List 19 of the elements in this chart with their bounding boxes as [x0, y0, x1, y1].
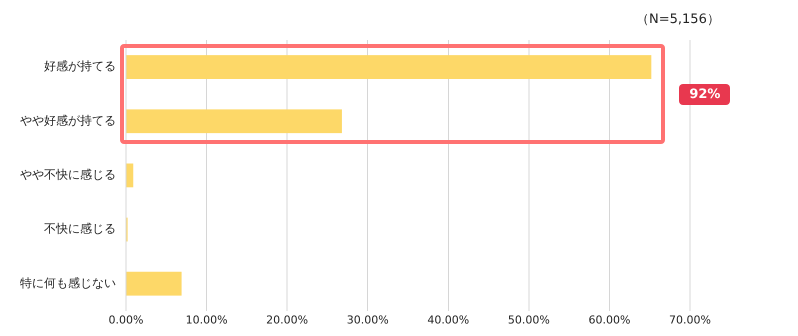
x-tick-label: 20.00%: [266, 313, 308, 326]
x-tick-label: 60.00%: [588, 313, 630, 326]
text: （N=5,156）: [636, 11, 720, 28]
x-tick-label: 30.00%: [346, 313, 389, 326]
x-tick-label: 50.00%: [508, 313, 550, 326]
y-tick-label: やや不快に感じる: [20, 168, 116, 182]
bar: [126, 109, 342, 134]
y-tick-label: やや好感が持てる: [20, 113, 116, 128]
y-tick-label: 好感が持てる: [44, 59, 116, 74]
y-tick-label: 不快に感じる: [44, 222, 116, 236]
x-tick-label: 40.00%: [427, 313, 470, 326]
x-tick-label: 10.00%: [186, 313, 228, 326]
y-tick-label: 特に何も感じない: [20, 276, 116, 290]
annotation: 92%: [679, 84, 730, 105]
x-tick-label: 70.00%: [669, 313, 711, 326]
x-tick-label: 0.00%: [108, 313, 144, 326]
bar: [126, 272, 182, 296]
bar: [126, 55, 652, 79]
bar: [126, 163, 134, 188]
